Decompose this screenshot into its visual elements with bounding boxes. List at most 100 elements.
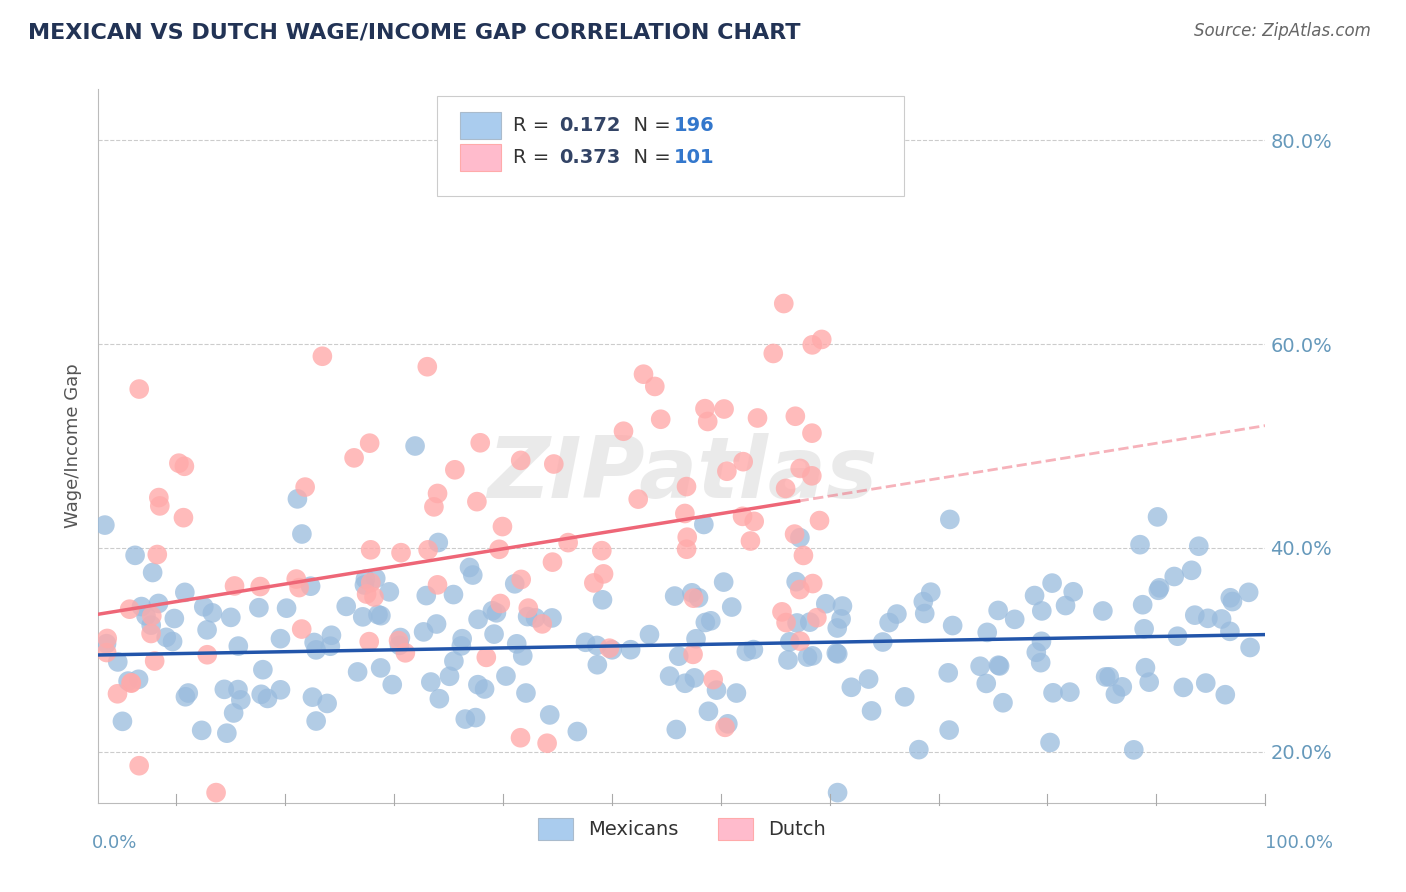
Point [714, 720, 737, 734]
Point [627, 492, 650, 507]
Point [1104, 687, 1126, 701]
Point [404, 439, 426, 453]
Point [914, 607, 936, 621]
Point [215, 726, 238, 740]
Point [291, 527, 314, 541]
Point [1173, 681, 1195, 695]
Point [167, 456, 190, 470]
Point [1040, 576, 1063, 591]
Point [503, 576, 526, 591]
Point [319, 639, 342, 653]
Point [541, 611, 564, 625]
Point [1213, 688, 1236, 702]
Point [1004, 612, 1026, 626]
Point [177, 686, 200, 700]
Point [219, 610, 242, 624]
Point [124, 549, 146, 563]
Point [860, 704, 883, 718]
Point [450, 639, 472, 653]
Point [321, 628, 343, 642]
Point [495, 669, 517, 683]
Point [489, 597, 512, 611]
Point [541, 555, 564, 569]
Point [908, 742, 931, 756]
Point [808, 514, 831, 528]
Point [886, 607, 908, 621]
Point [354, 572, 377, 586]
Point [269, 682, 291, 697]
Point [287, 491, 309, 506]
Point [394, 646, 416, 660]
Point [1197, 611, 1219, 625]
Point [585, 639, 607, 653]
Point [224, 579, 246, 593]
Point [582, 575, 605, 590]
Point [600, 642, 623, 657]
Point [491, 519, 513, 533]
Point [454, 712, 477, 726]
Point [772, 296, 794, 310]
Point [1211, 612, 1233, 626]
Point [515, 686, 537, 700]
Point [673, 676, 696, 690]
Point [370, 661, 392, 675]
Y-axis label: Wage/Income Gap: Wage/Income Gap [63, 364, 82, 528]
Point [1029, 656, 1052, 670]
Point [524, 611, 547, 625]
Point [713, 402, 735, 417]
Point [381, 677, 404, 691]
Point [305, 643, 328, 657]
Point [991, 696, 1014, 710]
Point [506, 637, 529, 651]
Point [128, 382, 150, 396]
Point [316, 697, 339, 711]
Point [172, 510, 194, 524]
Point [1146, 509, 1168, 524]
Point [252, 663, 274, 677]
Point [872, 635, 894, 649]
Point [302, 635, 325, 649]
Point [142, 566, 165, 580]
Point [509, 731, 531, 745]
Point [783, 527, 806, 541]
Point [367, 607, 389, 622]
Point [474, 681, 496, 696]
Point [658, 669, 681, 683]
Point [1054, 599, 1077, 613]
Point [1129, 538, 1152, 552]
Point [96, 646, 118, 660]
Point [201, 606, 224, 620]
Point [305, 714, 328, 728]
Point [444, 463, 467, 477]
Point [335, 599, 357, 614]
Point [810, 333, 832, 347]
Point [942, 618, 965, 632]
Point [173, 585, 195, 599]
Point [1062, 584, 1084, 599]
Point [475, 650, 498, 665]
Point [1180, 563, 1202, 577]
Point [740, 534, 762, 549]
Point [591, 543, 613, 558]
Point [149, 499, 172, 513]
Text: ZIPatlas: ZIPatlas [486, 433, 877, 516]
Point [987, 603, 1010, 617]
Point [195, 648, 218, 662]
Point [1094, 670, 1116, 684]
Point [987, 658, 1010, 673]
Point [128, 673, 150, 687]
Point [536, 736, 558, 750]
Point [700, 614, 723, 628]
Point [920, 585, 942, 599]
Point [1149, 581, 1171, 595]
Point [789, 531, 811, 545]
Point [801, 648, 824, 663]
Point [650, 412, 672, 426]
Point [346, 665, 368, 679]
Point [1239, 640, 1261, 655]
Point [988, 659, 1011, 673]
Point [143, 654, 166, 668]
Point [439, 669, 461, 683]
Point [359, 436, 381, 450]
Point [801, 576, 824, 591]
